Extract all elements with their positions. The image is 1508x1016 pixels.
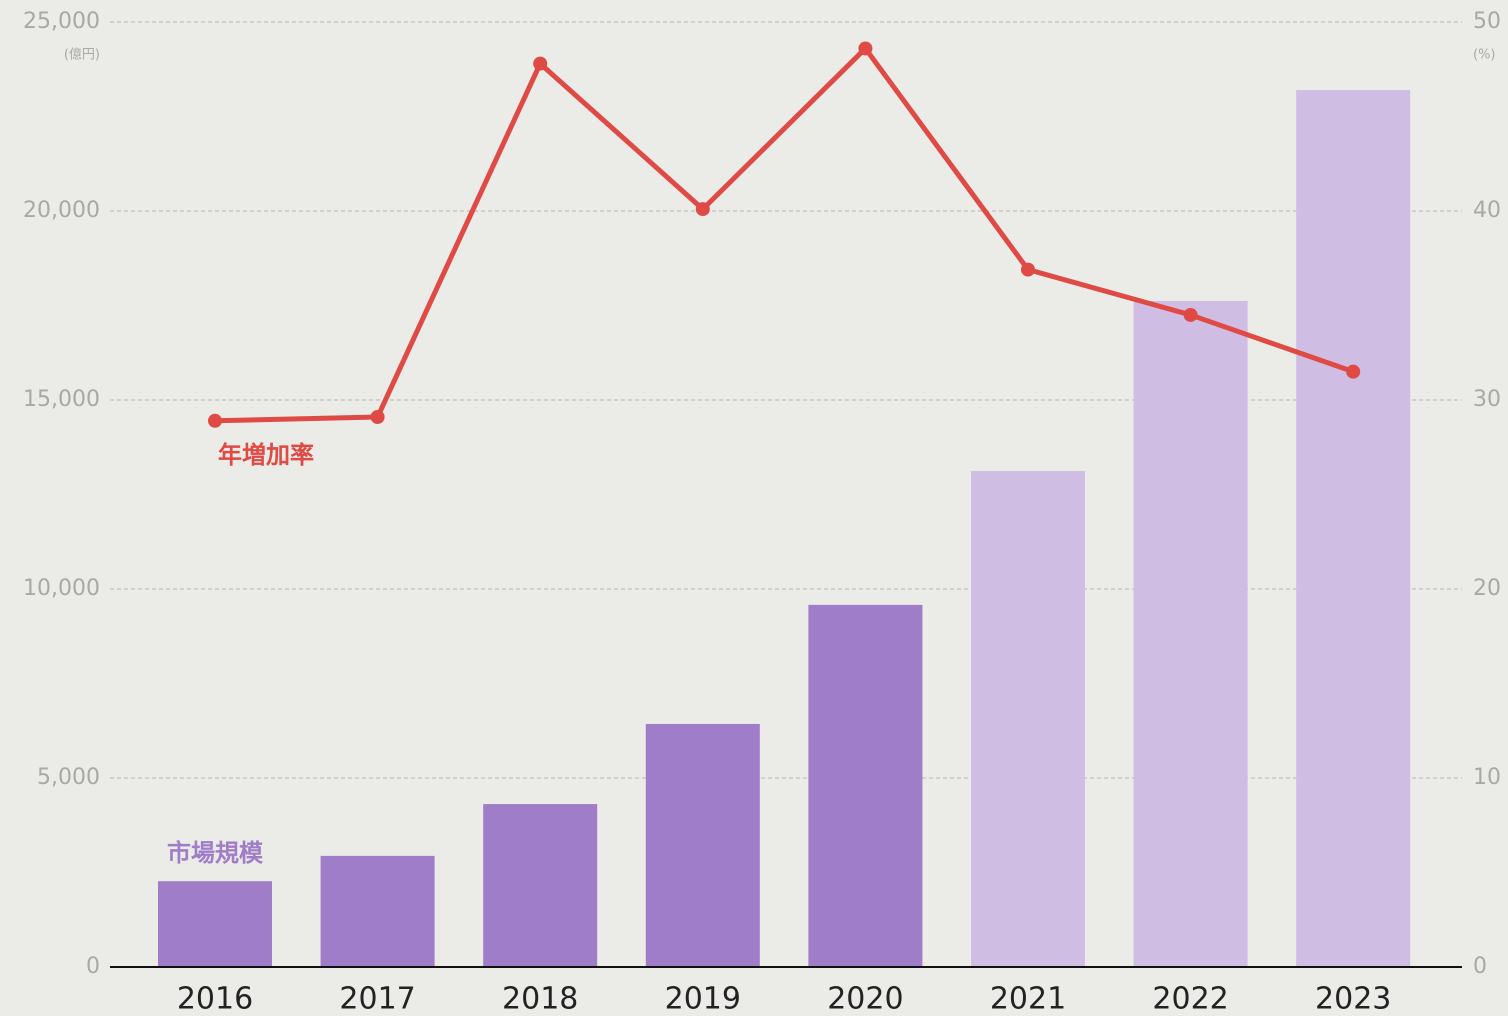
y-tick-label: 15,000: [23, 387, 100, 412]
bar: [158, 881, 272, 967]
x-tick-label: 2016: [177, 982, 253, 1016]
line-point: [533, 56, 548, 71]
line-point: [1021, 262, 1035, 277]
y2-tick-label: 50: [1473, 9, 1501, 34]
y2-tick-label: 10: [1473, 765, 1501, 790]
y2-tick-label: 30: [1473, 387, 1501, 412]
y2-axis-unit: (%): [1473, 48, 1496, 63]
x-tick-label: 2019: [665, 982, 741, 1016]
y2-tick-label: 20: [1473, 576, 1501, 601]
y-axis-unit: (億円): [64, 47, 100, 63]
y-tick-label: 20,000: [23, 198, 100, 223]
bar: [483, 804, 598, 967]
line-point: [208, 413, 222, 428]
x-tick-label: 2018: [502, 982, 578, 1016]
bar: [320, 855, 435, 967]
x-tick-label: 2023: [1315, 982, 1391, 1016]
bar: [645, 723, 760, 967]
line-point: [695, 202, 710, 217]
x-tick-label: 2022: [1152, 982, 1228, 1016]
bar: [1133, 300, 1248, 967]
y-tick-label: 0: [86, 954, 100, 979]
y2-tick-label: 0: [1473, 954, 1487, 979]
x-tick-label: 2021: [990, 982, 1066, 1016]
y-tick-label: 10,000: [23, 576, 100, 601]
series-label: 市場規模: [167, 839, 264, 867]
line-point: [1346, 364, 1361, 379]
y2-tick-label: 40: [1473, 198, 1501, 223]
x-tick-label: 2017: [339, 982, 415, 1016]
bar: [808, 604, 923, 967]
x-tick-label: 2020: [827, 982, 903, 1016]
bar: [1296, 90, 1411, 968]
series-label: 年増加率: [218, 441, 314, 469]
line-point: [370, 410, 385, 425]
y-tick-label: 25,000: [23, 9, 100, 34]
line-point: [858, 41, 873, 56]
line: [214, 45, 1355, 424]
y-tick-label: 5,000: [37, 765, 100, 790]
bar: [971, 471, 1085, 967]
line-point: [1183, 307, 1198, 322]
